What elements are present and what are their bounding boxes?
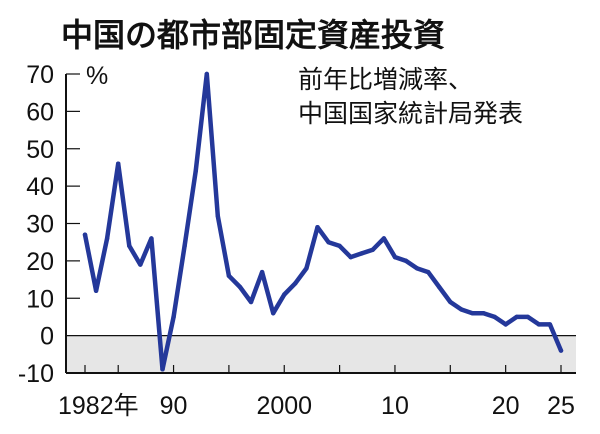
data-point xyxy=(82,232,88,237)
annotation-line-1: 前年比増減率、 xyxy=(298,65,473,94)
data-point xyxy=(326,239,331,245)
data-point xyxy=(470,311,475,316)
data-point xyxy=(160,367,165,372)
y-tick-label: 60 xyxy=(26,98,54,126)
x-tick-label: 25 xyxy=(547,392,575,420)
y-tick-label: 20 xyxy=(26,248,54,276)
data-point xyxy=(182,243,187,249)
data-point xyxy=(348,254,353,260)
data-point xyxy=(149,236,154,241)
data-point xyxy=(370,247,376,252)
data-point xyxy=(381,236,387,241)
data-point xyxy=(414,266,420,271)
data-point xyxy=(337,243,342,249)
data-point xyxy=(514,314,519,320)
chart-title: 中国の都市部固定資産投資 xyxy=(61,16,445,54)
data-point xyxy=(127,243,132,249)
data-point xyxy=(104,236,110,241)
x-tick-label: 10 xyxy=(381,392,409,420)
data-point xyxy=(315,225,320,230)
data-point xyxy=(215,213,221,219)
data-point xyxy=(226,273,232,279)
y-tick-label: 0 xyxy=(40,323,54,351)
y-tick-label: 70 xyxy=(26,61,54,89)
data-point xyxy=(392,254,398,260)
y-tick-label: 30 xyxy=(26,211,54,239)
x-tick-label: 2000 xyxy=(256,392,312,420)
data-point xyxy=(481,311,486,316)
data-point xyxy=(558,348,564,353)
data-point xyxy=(525,314,530,320)
y-axis-unit: % xyxy=(86,62,108,90)
data-point xyxy=(282,292,287,297)
data-point xyxy=(116,161,121,166)
data-point xyxy=(492,314,497,320)
data-point xyxy=(204,71,209,77)
x-tick-label: 90 xyxy=(160,392,188,420)
negative-region-shade xyxy=(66,335,576,373)
data-point xyxy=(93,288,99,293)
x-tick-label: 20 xyxy=(492,392,520,420)
data-point xyxy=(437,284,442,290)
data-point xyxy=(304,266,309,271)
data-point xyxy=(171,314,176,320)
annotation-line-2: 中国国家統計局発表 xyxy=(298,99,523,128)
data-point xyxy=(359,251,364,256)
data-point xyxy=(293,281,298,286)
data-point xyxy=(270,311,276,316)
y-tick-label: 40 xyxy=(26,173,54,201)
data-point xyxy=(193,168,198,174)
y-tick-label: 10 xyxy=(26,285,54,313)
data-point xyxy=(536,322,542,327)
data-point xyxy=(237,284,243,290)
data-point xyxy=(425,269,431,275)
series-points xyxy=(82,71,564,372)
x-axis-ticks xyxy=(84,365,562,373)
data-point xyxy=(259,269,265,275)
y-tick-labels: 70 60 50 40 30 20 10 0 -10 xyxy=(18,61,54,388)
data-point xyxy=(248,299,254,305)
data-point xyxy=(448,299,453,305)
x-tick-label: 1982年 xyxy=(58,392,139,420)
data-point xyxy=(459,307,464,312)
data-point xyxy=(547,322,553,327)
y-tick-label: 50 xyxy=(26,136,54,164)
data-point xyxy=(403,258,409,264)
data-point xyxy=(138,262,143,267)
data-point xyxy=(503,322,508,327)
x-tick-labels: 1982年 90 2000 10 20 25 xyxy=(58,392,575,420)
y-tick-label: -10 xyxy=(18,360,54,388)
